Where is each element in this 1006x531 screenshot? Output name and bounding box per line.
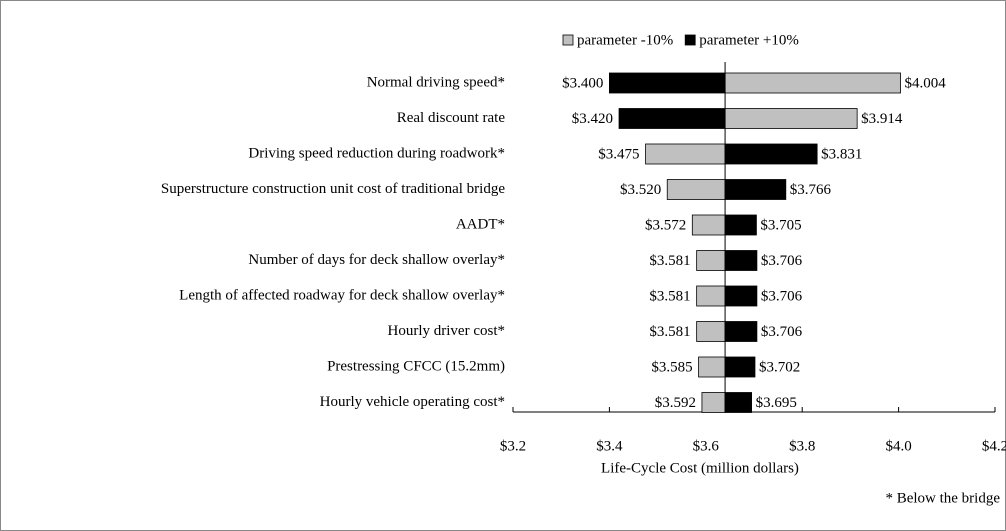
- bar: [724, 72, 901, 94]
- bar: [696, 321, 726, 342]
- bar: [724, 108, 858, 129]
- x-tick-label: $3.8: [789, 438, 815, 454]
- bar: [691, 214, 726, 236]
- bar: [696, 285, 726, 307]
- bar: [724, 356, 756, 378]
- value-label: $3.706: [761, 253, 803, 269]
- annotation: * Below the bridge: [885, 490, 1000, 506]
- value-label: $3.572: [645, 217, 686, 233]
- legend-swatch: [684, 34, 696, 46]
- bar: [666, 179, 726, 200]
- value-label: $3.520: [620, 182, 661, 198]
- bar: [724, 321, 758, 342]
- value-label: $3.702: [759, 359, 800, 375]
- x-tick-label: $3.6: [693, 438, 720, 454]
- bar: [724, 143, 818, 165]
- x-tick-label: $3.4: [596, 438, 623, 454]
- legend-swatch: [562, 34, 574, 46]
- bar: [724, 285, 758, 307]
- x-tick-label: $3.2: [500, 438, 526, 454]
- value-label: $3.706: [761, 288, 803, 304]
- category-label: Hourly driver cost*: [388, 323, 505, 339]
- bar: [724, 214, 757, 236]
- value-label: $3.831: [821, 146, 862, 162]
- category-label: Prestressing CFCC (15.2mm): [327, 358, 505, 374]
- value-label: $3.400: [562, 75, 603, 91]
- bar: [645, 143, 726, 165]
- bar: [609, 72, 726, 94]
- category-label: AADT*: [456, 216, 505, 232]
- category-label: Driving speed reduction during roadwork*: [248, 145, 505, 161]
- bar: [696, 250, 726, 271]
- value-label: $3.766: [790, 182, 832, 198]
- bar: [724, 179, 787, 200]
- value-label: $3.581: [649, 324, 690, 340]
- value-label: $3.705: [760, 217, 801, 233]
- value-label: $3.581: [649, 288, 690, 304]
- value-label: $3.475: [598, 146, 639, 162]
- value-label: $3.581: [649, 253, 690, 269]
- x-tick-label: $4.2: [982, 438, 1006, 454]
- bar: [618, 108, 726, 129]
- bar: [701, 392, 726, 413]
- bar: [724, 392, 752, 413]
- legend-label: parameter -10%: [577, 32, 673, 48]
- category-label: Number of days for deck shallow overlay*: [248, 252, 505, 268]
- legend-label: parameter +10%: [699, 32, 799, 48]
- x-axis-title: Life-Cycle Cost (million dollars): [601, 460, 799, 476]
- value-label: $3.420: [572, 111, 613, 127]
- value-label: $3.695: [756, 395, 797, 411]
- x-tick-label: $4.0: [885, 438, 911, 454]
- category-label: Normal driving speed*: [367, 74, 505, 90]
- value-label: $3.592: [655, 395, 696, 411]
- bar: [724, 250, 758, 271]
- category-label: Length of affected roadway for deck shal…: [179, 287, 505, 303]
- bar: [698, 356, 726, 378]
- value-label: $3.914: [861, 111, 903, 127]
- category-label: Superstructure construction unit cost of…: [161, 181, 505, 197]
- value-label: $4.004: [905, 75, 947, 91]
- category-label: Hourly vehicle operating cost*: [320, 394, 505, 410]
- value-label: $3.706: [761, 324, 803, 340]
- value-label: $3.585: [651, 359, 692, 375]
- category-label: Real discount rate: [397, 110, 506, 126]
